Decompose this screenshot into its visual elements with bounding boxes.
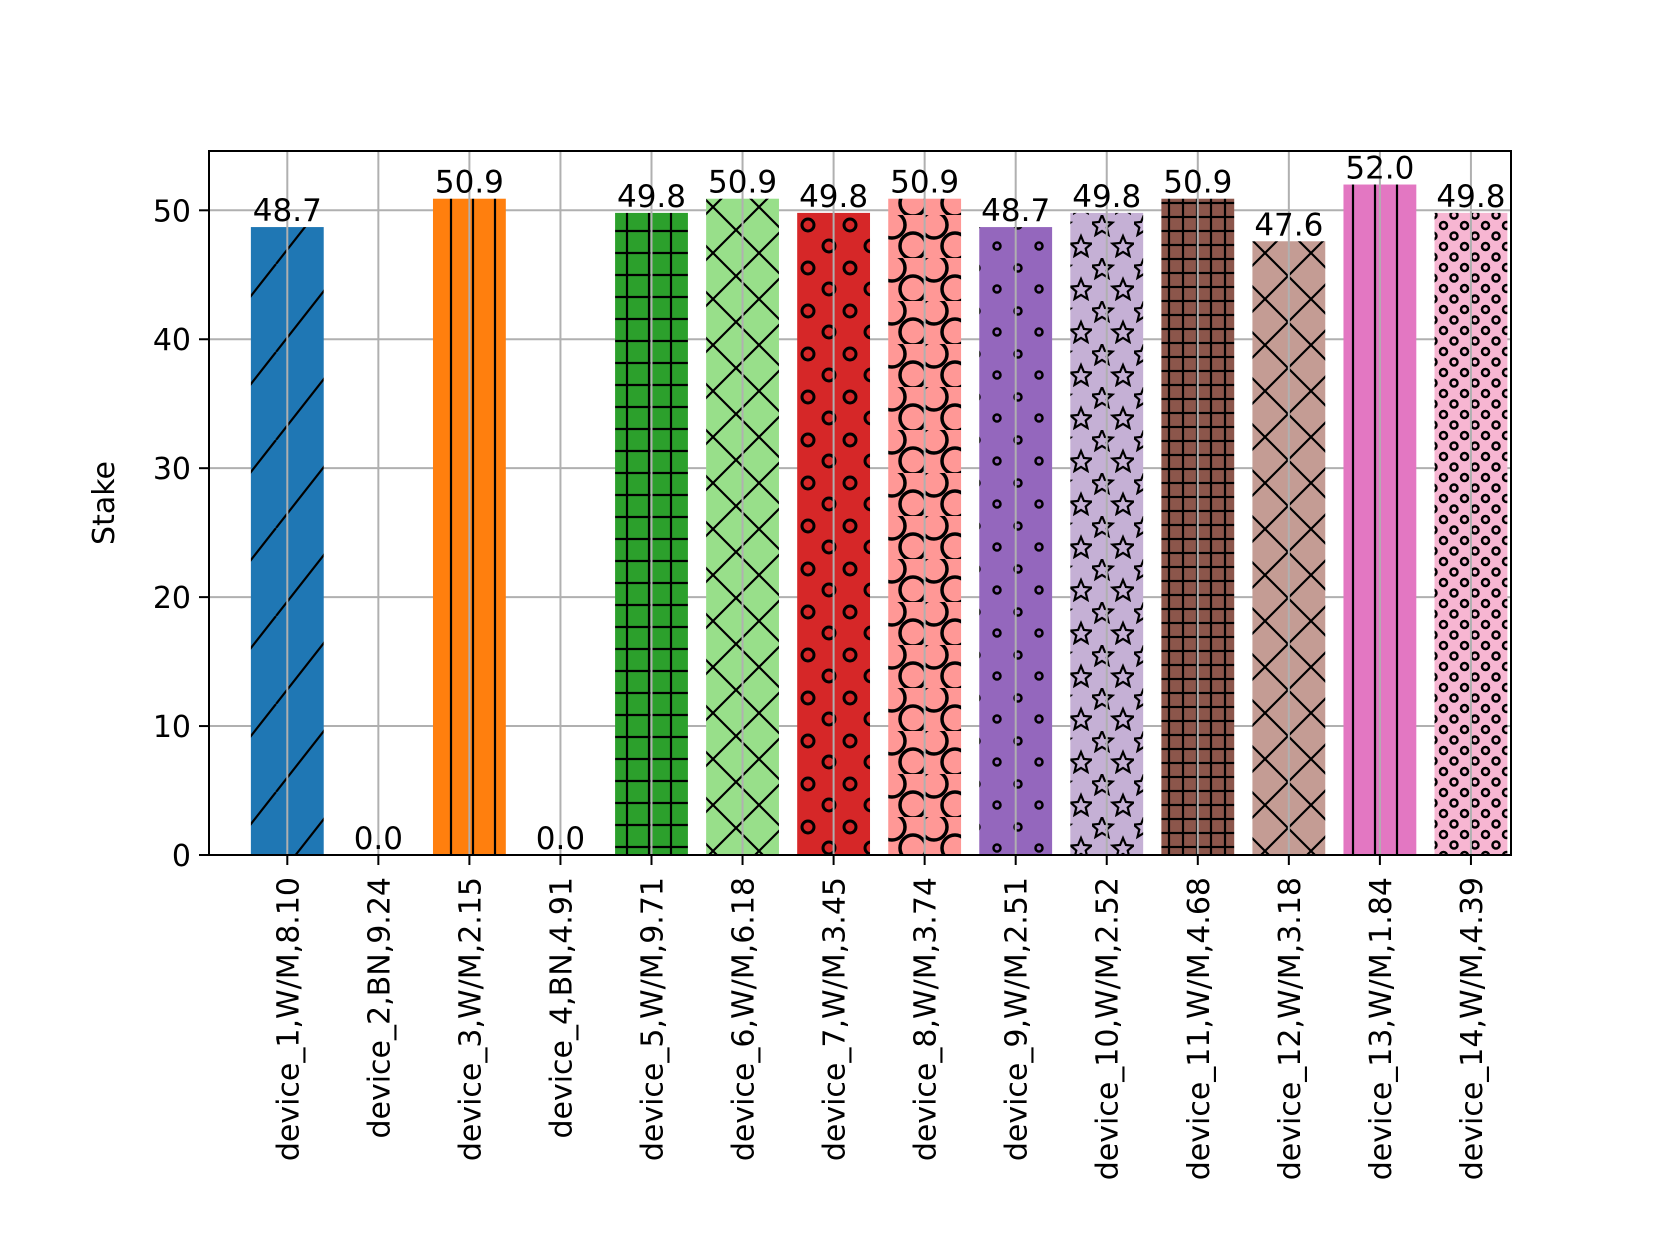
y-axis-ticks: 0 10 20 30 40 50 [153, 194, 209, 874]
x-tick-label: device_10,W/M,2.52 [1091, 877, 1126, 1180]
data-label: 50.9 [1163, 165, 1232, 201]
x-tick-label: device_1,W/M,8.10 [271, 877, 306, 1161]
data-label: 50.9 [708, 165, 777, 201]
x-tick-label: device_9,W/M,2.51 [1000, 877, 1035, 1161]
data-labels: 48.7 0.0 50.9 0.0 49.8 50.9 49.8 50.9 48.7 49.8 50… [253, 151, 1506, 857]
x-tick-label: device_12,W/M,3.18 [1273, 877, 1308, 1180]
y-tick-label: 30 [153, 452, 191, 487]
vertical-grid-lines [286, 151, 1472, 855]
x-tick-label: device_13,W/M,1.84 [1364, 877, 1399, 1180]
data-label: 52.0 [1345, 151, 1414, 187]
x-tick-label: device_7,W/M,3.45 [818, 877, 853, 1161]
x-tick-label: device_5,W/M,9.71 [636, 877, 671, 1161]
x-tick-label: device_8,W/M,3.74 [909, 877, 944, 1161]
bars [250, 184, 1508, 855]
x-axis-ticks: device_1,W/M,8.10 device_2,BN,9.24 device_… [271, 855, 1490, 1180]
data-label: 50.9 [435, 165, 504, 201]
x-tick-label: device_4,BN,4.91 [544, 877, 579, 1139]
data-label: 49.8 [799, 179, 868, 215]
y-tick-label: 40 [153, 323, 191, 358]
data-label: 49.8 [1072, 179, 1141, 215]
y-tick-label: 50 [153, 194, 191, 229]
x-tick-label: device_11,W/M,4.68 [1182, 877, 1217, 1180]
data-label: 0.0 [536, 821, 585, 857]
x-tick-label: device_14,W/M,4.39 [1455, 877, 1490, 1180]
data-label: 47.6 [1254, 207, 1323, 243]
x-tick-label: device_3,W/M,2.15 [453, 877, 488, 1161]
y-axis-label: Stake [87, 461, 122, 545]
data-label: 48.7 [981, 193, 1050, 229]
y-tick-label: 20 [153, 581, 191, 616]
x-tick-label: device_6,W/M,6.18 [727, 877, 762, 1161]
plot-frame [208, 150, 1512, 856]
data-label: 49.8 [1436, 179, 1505, 215]
data-label: 49.8 [617, 179, 686, 215]
data-label: 48.7 [253, 193, 322, 229]
data-label: 50.9 [890, 165, 959, 201]
data-label: 0.0 [354, 821, 403, 857]
x-tick-label: device_2,BN,9.24 [362, 877, 397, 1139]
y-tick-label: 10 [153, 710, 191, 745]
y-tick-label: 0 [172, 839, 191, 874]
